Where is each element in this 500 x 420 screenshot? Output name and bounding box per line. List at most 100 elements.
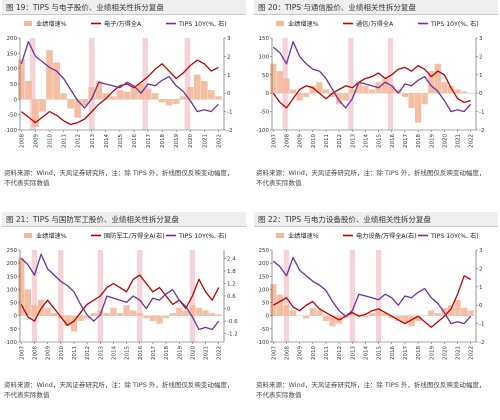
sector-relative-line <box>20 274 220 326</box>
x-tick-label: 2015 <box>125 346 131 360</box>
right-tick-label: 1.8 <box>227 269 236 275</box>
x-tick-label: 2014 <box>363 134 369 148</box>
highlight-band <box>137 250 143 342</box>
sector-relative-line <box>20 59 219 126</box>
performance-bar <box>109 96 117 100</box>
performance-bar <box>137 84 145 100</box>
right-tick-label: 3 <box>479 248 483 254</box>
legend-label: TIPS 10Y(%, 右) <box>178 20 227 28</box>
performance-bar <box>461 307 468 316</box>
performance-bar <box>51 313 58 316</box>
x-tick-label: 2008 <box>284 134 290 148</box>
performance-bar <box>296 93 303 101</box>
performance-bar <box>110 307 117 316</box>
right-tick-label: 0 <box>479 303 483 309</box>
left-tick-label: 150 <box>259 274 270 280</box>
performance-bar <box>375 310 382 316</box>
performance-bar <box>447 85 455 94</box>
performance-bar <box>215 314 222 316</box>
left-tick-label: 100 <box>7 287 18 293</box>
x-tick-label: 2012 <box>337 134 343 148</box>
performance-bar <box>408 93 415 108</box>
performance-bar <box>316 82 323 94</box>
performance-bar <box>434 63 441 94</box>
left-tick-label: -100 <box>257 128 270 134</box>
performance-bar <box>39 99 46 112</box>
source-note-line: 资料来源：Wind，天风证券研究所，注：除 TIPS 外，折线图仅反映变动幅度， <box>4 381 234 389</box>
x-tick-label: 2022 <box>469 134 475 148</box>
panel-title: 图 19：TIPS 与电子股价、业绩相关性拆分复盘 <box>2 0 246 15</box>
right-tick-label: 1.2 <box>227 281 236 287</box>
performance-bar <box>441 82 448 94</box>
x-tick-label: 2017 <box>146 134 152 148</box>
sector-relative-line <box>272 275 472 328</box>
x-tick-label: 2019 <box>429 134 435 148</box>
legend-swatch <box>24 21 32 26</box>
performance-bar <box>70 315 78 332</box>
left-tick-label: 100 <box>259 54 270 60</box>
chart-plot: 业绩增速% 国防军工/万得全A(右) TIPS 10Y(%, 右) -100 -50 0 5… <box>5 232 239 360</box>
x-tick-label: 2020 <box>190 346 196 360</box>
performance-bar <box>83 315 91 319</box>
performance-bar <box>309 307 316 316</box>
legend-label: 国防军工/万得全A(右) <box>104 232 165 240</box>
x-tick-label: 2021 <box>456 346 462 360</box>
x-tick-label: 2012 <box>76 134 82 148</box>
performance-bar <box>401 315 409 324</box>
x-tick-label: 2015 <box>377 346 383 360</box>
x-tick-label: 2012 <box>85 346 91 360</box>
x-tick-label: 2010 <box>59 346 65 360</box>
left-tick-label: -50 <box>260 327 269 333</box>
performance-bar <box>200 80 208 100</box>
performance-bar <box>64 315 71 327</box>
performance-bar <box>182 310 189 316</box>
performance-bar <box>24 289 32 316</box>
highlight-band <box>29 38 36 130</box>
performance-bar <box>31 305 38 316</box>
right-tick-label: -2 <box>479 340 484 346</box>
right-tick-label: -1 <box>227 110 232 116</box>
x-tick-label: 2021 <box>202 134 208 148</box>
legend-label: 业绩增速% <box>36 20 67 28</box>
performance-bar <box>176 307 183 316</box>
x-tick-label: 2019 <box>174 134 180 148</box>
right-tick-label: -1 <box>479 322 484 328</box>
performance-bar <box>67 99 74 109</box>
highlight-band <box>375 250 382 342</box>
x-tick-label: 2022 <box>217 346 223 360</box>
performance-bar <box>421 93 428 105</box>
performance-bar <box>368 89 376 94</box>
chart-panel-defense: 图 21：TIPS 与国防军工股价、业绩相关性拆分复盘 业绩增速% 国防军工/万得… <box>2 212 246 420</box>
right-tick-label: 3 <box>227 36 231 42</box>
x-tick-label: 2016 <box>390 346 396 360</box>
performance-bar <box>144 88 152 100</box>
x-tick-label: 2009 <box>33 134 39 148</box>
performance-bar <box>169 313 176 316</box>
highlight-band <box>184 38 191 130</box>
x-tick-label: 2008 <box>32 346 38 360</box>
performance-bar <box>395 315 402 321</box>
performance-bar <box>193 74 201 100</box>
performance-bar <box>202 310 209 316</box>
performance-bar <box>270 284 277 316</box>
performance-bar <box>123 91 131 100</box>
performance-bar <box>355 82 362 94</box>
x-tick-label: 2014 <box>363 346 369 360</box>
left-tick-label: 150 <box>7 51 18 57</box>
right-tick-label: 2 <box>479 54 483 60</box>
legend-label: TIPS 10Y(%, 右) <box>178 232 227 240</box>
performance-bar <box>186 87 194 100</box>
source-note: 资料来源：Wind，天风证券研究所，注：除 TIPS 外，折线图仅反映变动幅度，… <box>4 380 244 400</box>
legend-label: TIPS 10Y(%, 右) <box>430 232 479 240</box>
performance-bar <box>408 315 415 327</box>
performance-bar <box>303 93 310 97</box>
left-tick-label: 150 <box>7 274 18 280</box>
performance-bar <box>195 307 203 316</box>
x-tick-label: 2021 <box>204 346 210 360</box>
performance-bar <box>414 315 422 321</box>
performance-bar <box>461 91 468 94</box>
panel-title: 图 20：TIPS 与通信股价、业绩相关性拆分复盘 <box>254 0 498 15</box>
highlight-band <box>58 250 64 342</box>
right-tick-label: 3 <box>479 36 483 42</box>
performance-bar <box>382 313 389 316</box>
